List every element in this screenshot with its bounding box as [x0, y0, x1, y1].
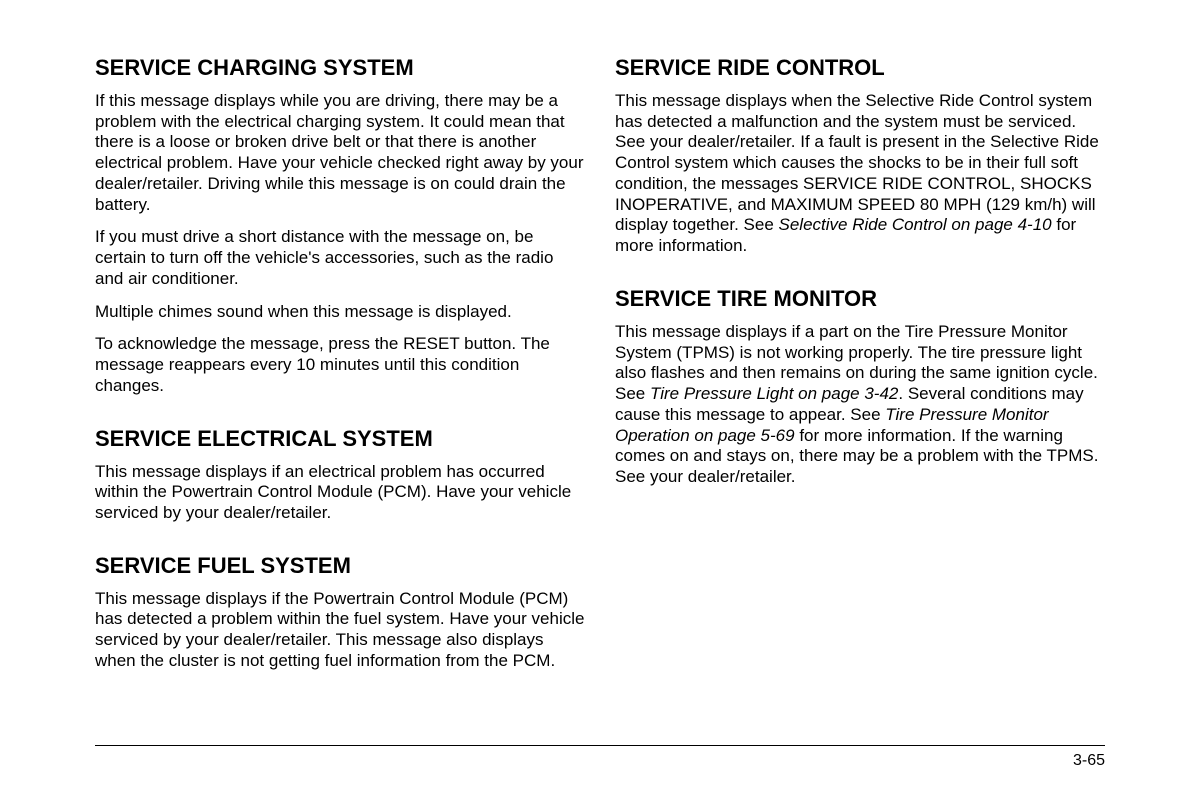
cross-reference: Selective Ride Control on page 4-10	[779, 215, 1052, 234]
text-span: This message displays when the Selective…	[615, 91, 1099, 234]
cross-reference: Tire Pressure Light on page 3-42	[650, 384, 898, 403]
heading-service-ride: SERVICE RIDE CONTROL	[615, 55, 1105, 81]
right-column: SERVICE RIDE CONTROL This message displa…	[615, 55, 1105, 735]
left-column: SERVICE CHARGING SYSTEM If this message …	[95, 55, 585, 735]
page-number: 3-65	[95, 752, 1105, 770]
body-text: This message displays if the Powertrain …	[95, 589, 585, 672]
body-text: If you must drive a short distance with …	[95, 227, 585, 289]
body-text: If this message displays while you are d…	[95, 91, 585, 215]
heading-service-electrical: SERVICE ELECTRICAL SYSTEM	[95, 426, 585, 452]
body-text: This message displays when the Selective…	[615, 91, 1105, 257]
heading-service-charging: SERVICE CHARGING SYSTEM	[95, 55, 585, 81]
heading-service-tire: SERVICE TIRE MONITOR	[615, 286, 1105, 312]
footer-divider	[95, 745, 1105, 746]
body-text: This message displays if a part on the T…	[615, 322, 1105, 488]
body-text: Multiple chimes sound when this message …	[95, 302, 585, 323]
heading-service-fuel: SERVICE FUEL SYSTEM	[95, 553, 585, 579]
page-content: SERVICE CHARGING SYSTEM If this message …	[95, 55, 1105, 735]
page-footer: 3-65	[95, 745, 1105, 770]
body-text: This message displays if an electrical p…	[95, 462, 585, 524]
body-text: To acknowledge the message, press the RE…	[95, 334, 585, 396]
